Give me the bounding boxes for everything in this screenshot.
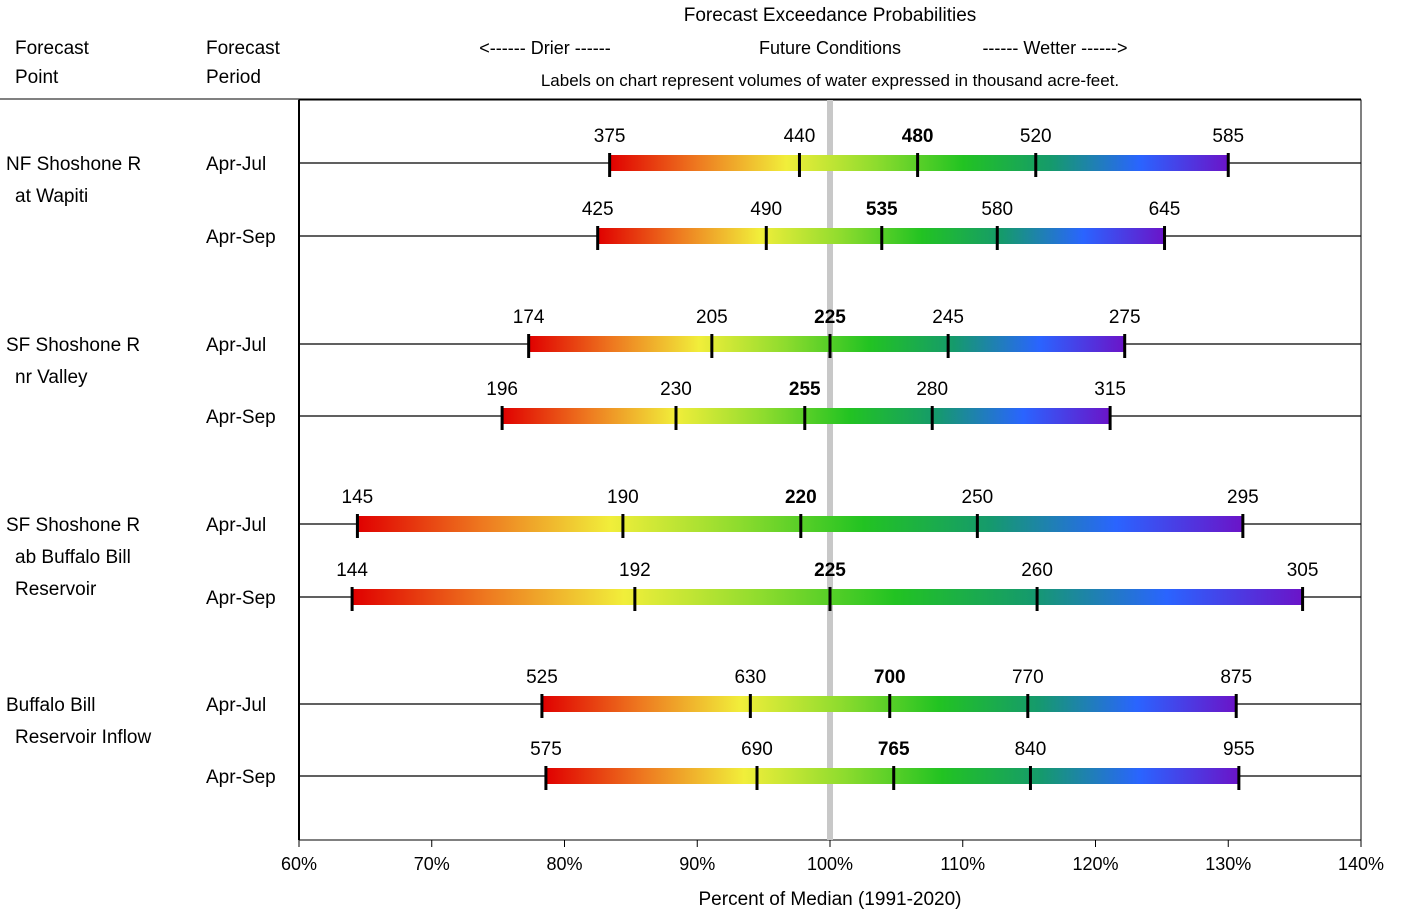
- exceedance-value-label: 255: [789, 379, 821, 400]
- exceedance-value-label: 230: [660, 379, 692, 400]
- exceedance-value-label: 225: [814, 307, 846, 328]
- x-tick-label: 140%: [1338, 854, 1384, 874]
- direction-wetter: ------ Wetter ------>: [982, 38, 1128, 58]
- direction-drier: <------ Drier ------: [479, 38, 611, 58]
- chart-title: Forecast Exceedance Probabilities: [683, 5, 977, 26]
- header-period-line2: Period: [206, 67, 261, 88]
- exceedance-value-label: 580: [981, 199, 1013, 220]
- forecast-point-name: ab Buffalo Bill: [15, 547, 131, 568]
- exceedance-value-label: 225: [814, 560, 846, 581]
- forecast-period-label: Apr-Sep: [206, 588, 276, 609]
- x-axis-label: Percent of Median (1991-2020): [699, 889, 962, 910]
- exceedance-value-label: 690: [741, 739, 773, 760]
- forecast-period-label: Apr-Sep: [206, 407, 276, 428]
- exceedance-value-label: 425: [582, 199, 614, 220]
- exceedance-value-label: 174: [513, 307, 545, 328]
- forecast-point-name: NF Shoshone R: [6, 154, 141, 175]
- x-tick-label: 120%: [1072, 854, 1118, 874]
- exceedance-value-label: 196: [486, 379, 518, 400]
- x-tick-label: 80%: [546, 854, 582, 874]
- forecast-point-name: Buffalo Bill: [6, 695, 95, 716]
- header-point-line2: Point: [15, 67, 59, 88]
- exceedance-value-label: 765: [878, 739, 910, 760]
- exceedance-value-label: 315: [1094, 379, 1126, 400]
- exceedance-value-label: 840: [1015, 739, 1047, 760]
- forecast-point-name: Reservoir: [15, 579, 97, 600]
- x-tick-label: 110%: [940, 854, 985, 874]
- header-point-line1: Forecast: [15, 38, 89, 59]
- exceedance-value-label: 250: [962, 487, 994, 508]
- exceedance-value-label: 144: [336, 560, 368, 581]
- forecast-point-name: at Wapiti: [15, 186, 88, 207]
- exceedance-value-label: 440: [784, 126, 816, 147]
- exceedance-value-label: 700: [874, 667, 906, 688]
- exceedance-value-label: 955: [1223, 739, 1255, 760]
- x-tick-label: 100%: [807, 854, 853, 874]
- forecast-period-label: Apr-Jul: [206, 515, 266, 536]
- exceedance-value-label: 280: [916, 379, 948, 400]
- exceedance-value-label: 192: [619, 560, 651, 581]
- exceedance-value-label: 260: [1021, 560, 1053, 581]
- chart-note: Labels on chart represent volumes of wat…: [540, 71, 1120, 90]
- exceedance-value-label: 490: [750, 199, 782, 220]
- header-forecast-period: Forecast Period: [206, 34, 280, 92]
- exceedance-value-label: 275: [1109, 307, 1141, 328]
- exceedance-value-label: 375: [594, 126, 626, 147]
- exceedance-value-label: 305: [1287, 560, 1319, 581]
- header-forecast-point: Forecast Point: [15, 34, 89, 92]
- exceedance-value-label: 525: [526, 667, 558, 688]
- direction-future: Future Conditions: [758, 38, 902, 58]
- exceedance-value-label: 645: [1149, 199, 1181, 220]
- forecast-range-bar: [528, 336, 1125, 352]
- exceedance-value-label: 535: [866, 199, 898, 220]
- exceedance-value-label: 190: [607, 487, 639, 508]
- exceedance-value-label: 875: [1220, 667, 1252, 688]
- forecast-point-name: Reservoir Inflow: [15, 727, 151, 748]
- exceedance-value-label: 220: [785, 487, 817, 508]
- forecast-period-label: Apr-Sep: [206, 227, 276, 248]
- forecast-period-label: Apr-Sep: [206, 767, 276, 788]
- forecast-range-bar: [352, 589, 1303, 605]
- forecast-point-name: nr Valley: [15, 367, 88, 388]
- x-tick-label: 70%: [414, 854, 450, 874]
- exceedance-value-label: 575: [530, 739, 562, 760]
- x-tick-label: 90%: [679, 854, 715, 874]
- exceedance-value-label: 520: [1020, 126, 1052, 147]
- x-tick-label: 60%: [281, 854, 317, 874]
- exceedance-value-label: 205: [696, 307, 728, 328]
- exceedance-value-label: 245: [932, 307, 964, 328]
- exceedance-value-label: 630: [734, 667, 766, 688]
- exceedance-value-label: 585: [1212, 126, 1244, 147]
- exceedance-value-label: 145: [342, 487, 374, 508]
- header-period-line1: Forecast: [206, 38, 280, 59]
- forecast-period-label: Apr-Jul: [206, 154, 266, 175]
- exceedance-value-label: 480: [902, 126, 934, 147]
- exceedance-value-label: 770: [1012, 667, 1044, 688]
- forecast-period-label: Apr-Jul: [206, 335, 266, 356]
- forecast-point-name: SF Shoshone R: [6, 335, 140, 356]
- forecast-point-name: SF Shoshone R: [6, 515, 140, 536]
- x-tick-label: 130%: [1205, 854, 1251, 874]
- forecast-period-label: Apr-Jul: [206, 695, 266, 716]
- exceedance-value-label: 295: [1227, 487, 1259, 508]
